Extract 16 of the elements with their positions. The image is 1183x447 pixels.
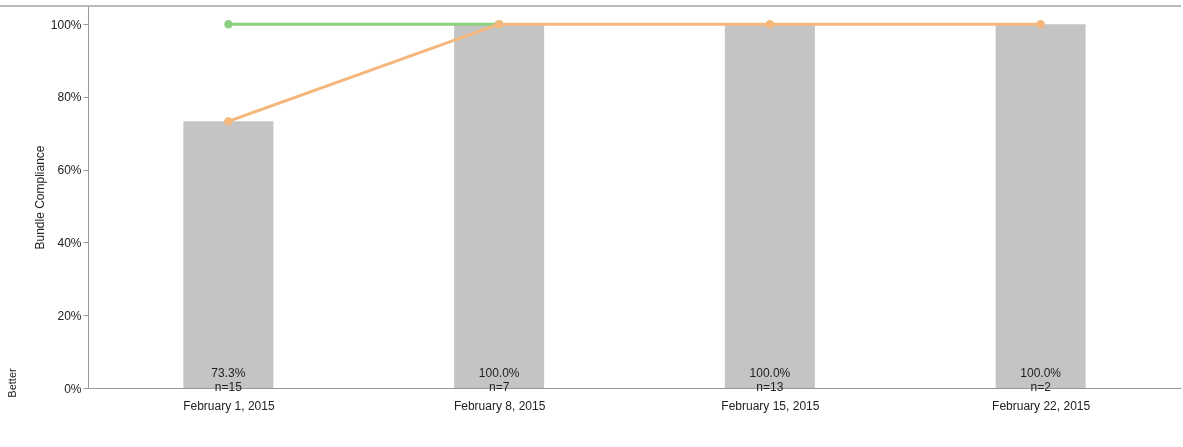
y-axis-title: Bundle Compliance: [32, 145, 47, 250]
y-tick-label: 40%: [57, 235, 82, 250]
y-tick-label: 100%: [50, 17, 82, 32]
text: Better: [6, 368, 18, 398]
y-tick-label: 0%: [64, 381, 82, 396]
x-tick-label: February 8, 2015: [453, 398, 546, 413]
data-label: 73.3% n=15: [211, 366, 246, 394]
y-tick-label: 60%: [57, 163, 82, 178]
data-label: 100.0% n=2: [1020, 366, 1062, 394]
y-tick-label: 80%: [57, 90, 82, 105]
x-tick-label: February 22, 2015: [992, 398, 1091, 413]
data-label: 100.0% n=13: [749, 366, 791, 394]
y-tick-label: 20%: [57, 308, 82, 323]
x-tick-label: February 15, 2015: [721, 398, 820, 413]
data-label: 100.0% n=7: [478, 366, 520, 394]
x-tick-label: February 1, 2015: [183, 398, 275, 413]
